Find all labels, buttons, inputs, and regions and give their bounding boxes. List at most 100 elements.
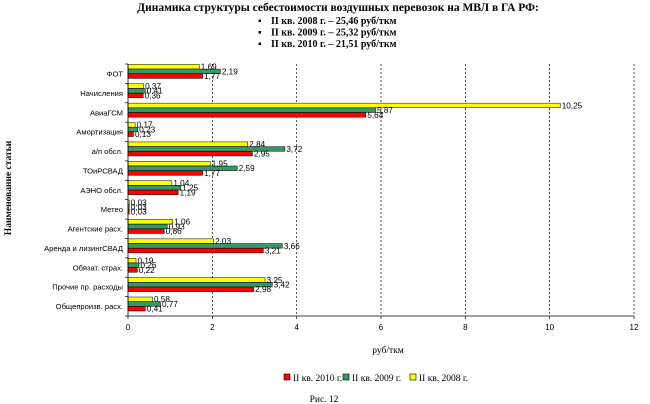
bar-value-label: 0,03: [131, 198, 147, 207]
bar-value-label: 0,41: [147, 305, 163, 314]
bar: [127, 102, 561, 109]
bar-value-label: 3,21: [265, 246, 281, 255]
legend-swatch: [283, 373, 291, 381]
bar-value-label: 1,95: [212, 160, 228, 169]
bar: [127, 243, 283, 249]
bar-value-label: 10,25: [562, 101, 583, 110]
category-label: Амортизация: [76, 128, 123, 137]
bar: [127, 107, 376, 113]
legend-swatch: [409, 373, 417, 381]
bar: [127, 257, 137, 264]
bar: [127, 286, 254, 292]
bar: [127, 73, 203, 79]
chart-title: Динамика структуры себестоимости воздушн…: [137, 2, 539, 14]
legend-swatch: [342, 373, 350, 381]
bar-value-label: 0,26: [140, 261, 156, 270]
category-label: ТОиРСВАД: [83, 166, 123, 175]
category-labels: ФОТ Начисления АвиаГСМ Амортизация а/п обсл.…: [44, 69, 123, 311]
bar: [127, 112, 367, 118]
category-label: Обязат. страх.: [73, 263, 123, 272]
bar-value-label: 0,58: [154, 295, 170, 304]
bar-value-label: 1,77: [204, 72, 220, 81]
chart-subtitle: ▪ II кв. 2008 г. – 25,46 руб/ткм ▪ II кв. 2…: [258, 16, 397, 50]
subtitle-line: II кв. 2009 г. – 25,32 руб/ткм: [271, 28, 397, 39]
bar-value-label: 5,87: [377, 106, 393, 115]
category-label: Метео: [101, 205, 123, 214]
bar-value-label: 2,19: [222, 67, 238, 76]
bar: [127, 161, 211, 167]
bar: [127, 238, 214, 244]
bar: [127, 122, 136, 128]
bar: [127, 151, 253, 157]
bars: [127, 64, 561, 312]
bar: [127, 189, 179, 195]
bar: [127, 219, 173, 225]
bar: [127, 223, 168, 230]
axes: [125, 63, 635, 319]
category-label: Аренда и лизингСВАД: [44, 244, 123, 253]
y-axis-label: Наименование статьи: [4, 140, 14, 235]
bar: [127, 277, 266, 283]
bar-value-label: 0,23: [139, 125, 155, 134]
bar-value-label: 5,64: [367, 111, 383, 120]
bar-value-label: 0,37: [145, 82, 161, 91]
x-tick-label: 8: [463, 323, 468, 332]
bar-value-label: 0,77: [162, 300, 178, 309]
bar-value-label: 1,06: [174, 218, 190, 227]
category-label: АвиаГСМ: [90, 108, 123, 117]
bar-value-label: 0,03: [131, 208, 147, 217]
legend: II кв. 2010 г. II кв. 2009 г. II кв. 2008 …: [283, 373, 468, 384]
bar: [127, 131, 134, 137]
x-tick-label: 12: [630, 323, 639, 332]
bar: [127, 170, 203, 176]
bar-value-label: 3,42: [274, 281, 290, 290]
subtitle-line: II кв. 2008 г. – 25,46 руб/ткм: [271, 16, 397, 27]
subtitle-bullet: ▪: [258, 16, 262, 27]
bar-value-label: 2,95: [254, 150, 270, 159]
bar: [127, 306, 146, 312]
category-label: Прочие пр. расходы: [52, 283, 123, 292]
x-tick-label: 2: [210, 323, 215, 332]
bar-value-label: 0,41: [147, 87, 163, 96]
bar: [127, 141, 249, 147]
legend-label: II кв. 2010 г.: [293, 374, 342, 384]
bar-value-label: 2,98: [255, 285, 271, 294]
bar-value-label: 0,86: [166, 227, 182, 236]
bar: [127, 92, 144, 99]
bar: [127, 180, 173, 186]
bar-value-label: 1,69: [201, 63, 217, 72]
legend-label: II кв. 2009 г.: [352, 374, 401, 384]
category-label: Агентские расх.: [68, 225, 123, 234]
bar: [127, 88, 146, 94]
legend-label: II кв. 2008 г.: [419, 374, 468, 384]
bar: [127, 64, 200, 70]
bar: [127, 248, 264, 254]
bar-value-label: 1,25: [182, 184, 198, 193]
category-label: Общепроизв. расх.: [56, 302, 123, 311]
bar-value-label: 1,04: [173, 179, 189, 188]
bar-value-label: 2,84: [249, 140, 265, 149]
x-axis-label: руб/ткм: [372, 345, 404, 356]
category-label: АЭНО обсл.: [80, 186, 123, 195]
category-label: а/п обсл.: [92, 147, 123, 156]
figure-caption: Рис. 12: [310, 395, 339, 404]
bar-value-label: 1,77: [204, 169, 220, 178]
bar-value-label: 0,19: [138, 256, 154, 265]
category-label: ФОТ: [107, 69, 124, 78]
category-label: Начисления: [80, 89, 123, 98]
subtitle-line: II кв. 2010 г. – 21,51 руб/ткм: [271, 39, 397, 50]
bar-value-label: 2,59: [239, 164, 255, 173]
x-tick-label: 0: [126, 323, 131, 332]
bar-value-label: 0,13: [135, 130, 151, 139]
bar-value-label: 0,22: [139, 266, 155, 275]
bar-value-label: 3,66: [284, 242, 300, 251]
bar-value-label: 0,17: [137, 121, 153, 130]
subtitle-bullet: ▪: [258, 39, 262, 50]
bar-value-label: 0,36: [145, 91, 161, 100]
bar: [127, 267, 138, 273]
bar-value-label: 1,19: [180, 188, 196, 197]
x-tick-label: 6: [379, 323, 384, 332]
bar: [127, 83, 144, 89]
subtitle-bullet: ▪: [258, 28, 262, 39]
data-labels: 1,692,191,770,370,410,3610,255,875,640,1…: [131, 63, 583, 314]
